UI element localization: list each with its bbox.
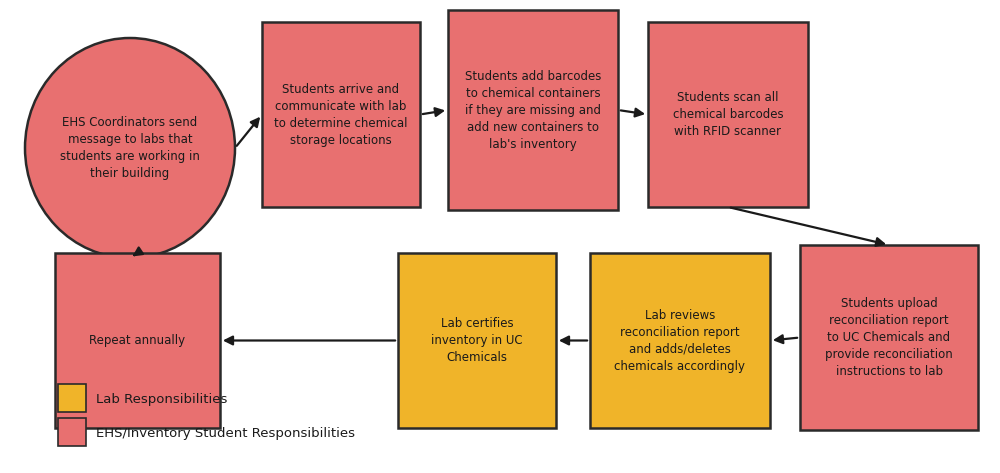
Text: EHS/Inventory Student Responsibilities: EHS/Inventory Student Responsibilities [96, 427, 355, 439]
FancyBboxPatch shape [590, 253, 770, 428]
Text: Lab certifies
inventory in UC
Chemicals: Lab certifies inventory in UC Chemicals [431, 317, 523, 364]
Text: Repeat annually: Repeat annually [89, 334, 186, 347]
Text: Students upload
reconciliation report
to UC Chemicals and
provide reconciliation: Students upload reconciliation report to… [825, 297, 953, 378]
Text: Students scan all
chemical barcodes
with RFID scanner: Students scan all chemical barcodes with… [673, 91, 783, 138]
Ellipse shape [25, 38, 235, 258]
FancyBboxPatch shape [58, 418, 86, 446]
Text: Lab reviews
reconciliation report
and adds/deletes
chemicals accordingly: Lab reviews reconciliation report and ad… [614, 308, 746, 373]
Text: Students add barcodes
to chemical containers
if they are missing and
add new con: Students add barcodes to chemical contai… [465, 70, 601, 150]
FancyBboxPatch shape [448, 10, 618, 210]
Text: Lab Responsibilities: Lab Responsibilities [96, 393, 227, 405]
FancyBboxPatch shape [55, 253, 220, 428]
FancyBboxPatch shape [648, 22, 808, 207]
FancyBboxPatch shape [398, 253, 556, 428]
FancyBboxPatch shape [262, 22, 420, 207]
FancyBboxPatch shape [58, 384, 86, 412]
Text: Students arrive and
communicate with lab
to determine chemical
storage locations: Students arrive and communicate with lab… [274, 82, 408, 147]
Text: EHS Coordinators send
message to labs that
students are working in
their buildin: EHS Coordinators send message to labs th… [60, 116, 200, 180]
FancyBboxPatch shape [800, 245, 978, 430]
